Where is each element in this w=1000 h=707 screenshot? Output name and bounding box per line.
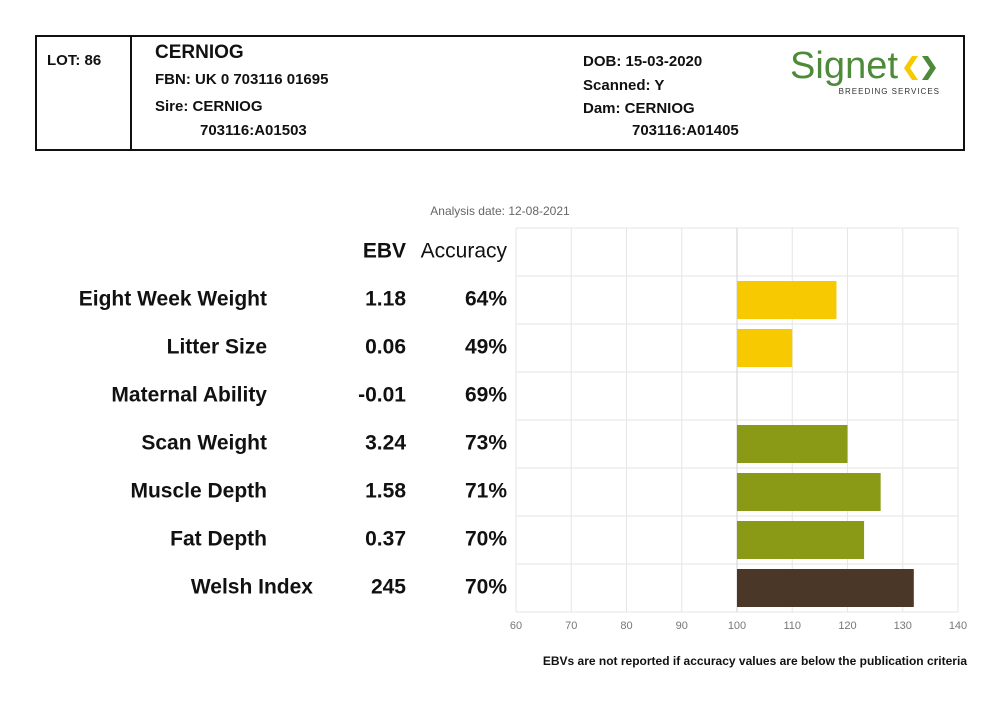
footnote: EBVs are not reported if accuracy values… bbox=[543, 654, 967, 668]
logo-arrow bbox=[904, 56, 918, 80]
bar bbox=[737, 425, 848, 463]
x-tick-label: 120 bbox=[838, 620, 856, 632]
accuracy-value: 70% bbox=[465, 528, 507, 551]
bar bbox=[737, 569, 914, 607]
accuracy-value: 73% bbox=[465, 432, 507, 455]
bar bbox=[737, 329, 793, 367]
trait-label: Muscle Depth bbox=[130, 480, 267, 503]
dam-id: 703116:A01405 bbox=[632, 122, 739, 139]
x-tick-label: 90 bbox=[676, 620, 688, 632]
trait-label: Litter Size bbox=[167, 336, 267, 359]
ebv-header: EBV bbox=[363, 240, 406, 263]
x-tick-label: 140 bbox=[949, 620, 967, 632]
trait-label: Maternal Ability bbox=[111, 384, 267, 407]
trait-label: Fat Depth bbox=[170, 528, 267, 551]
scanned: Scanned: Y bbox=[583, 77, 664, 94]
bar bbox=[737, 521, 865, 559]
ebv-value: 1.18 bbox=[365, 288, 406, 311]
accuracy-header: Accuracy bbox=[421, 240, 508, 263]
bar bbox=[737, 281, 837, 319]
lot: LOT: 86 bbox=[47, 52, 101, 69]
dob: DOB: 15-03-2020 bbox=[583, 53, 702, 70]
analysis-date: Analysis date: 12-08-2021 bbox=[430, 204, 570, 218]
x-tick-label: 60 bbox=[510, 620, 522, 632]
sire: Sire: CERNIOG bbox=[155, 98, 263, 115]
logo-subtext: BREEDING SERVICES bbox=[839, 87, 940, 96]
x-tick-label: 70 bbox=[565, 620, 577, 632]
fbn: FBN: UK 0 703116 01695 bbox=[155, 71, 328, 88]
accuracy-value: 71% bbox=[465, 480, 507, 503]
x-tick-label: 110 bbox=[783, 620, 801, 632]
ebv-value: 3.24 bbox=[365, 432, 406, 455]
trait-label: Welsh Index bbox=[191, 576, 313, 599]
accuracy-value: 49% bbox=[465, 336, 507, 359]
trait-label: Scan Weight bbox=[141, 432, 267, 455]
logo-arrow bbox=[922, 56, 936, 80]
ebv-value: 245 bbox=[371, 576, 406, 599]
dam: Dam: CERNIOG bbox=[583, 100, 695, 117]
accuracy-value: 64% bbox=[465, 288, 507, 311]
animal-name: CERNIOG bbox=[155, 42, 244, 63]
ebv-value: 0.37 bbox=[365, 528, 406, 551]
bar bbox=[737, 473, 881, 511]
header-box bbox=[35, 35, 965, 151]
ebv-value: 1.58 bbox=[365, 480, 406, 503]
ebv-value: -0.01 bbox=[358, 384, 406, 407]
logo-text: Signet bbox=[790, 45, 898, 87]
sire-id: 703116:A01503 bbox=[200, 122, 307, 139]
accuracy-value: 70% bbox=[465, 576, 507, 599]
x-tick-label: 80 bbox=[620, 620, 632, 632]
x-tick-label: 130 bbox=[894, 620, 912, 632]
trait-label: Eight Week Weight bbox=[79, 288, 267, 311]
x-tick-label: 100 bbox=[728, 620, 746, 632]
ebv-value: 0.06 bbox=[365, 336, 406, 359]
accuracy-value: 69% bbox=[465, 384, 507, 407]
